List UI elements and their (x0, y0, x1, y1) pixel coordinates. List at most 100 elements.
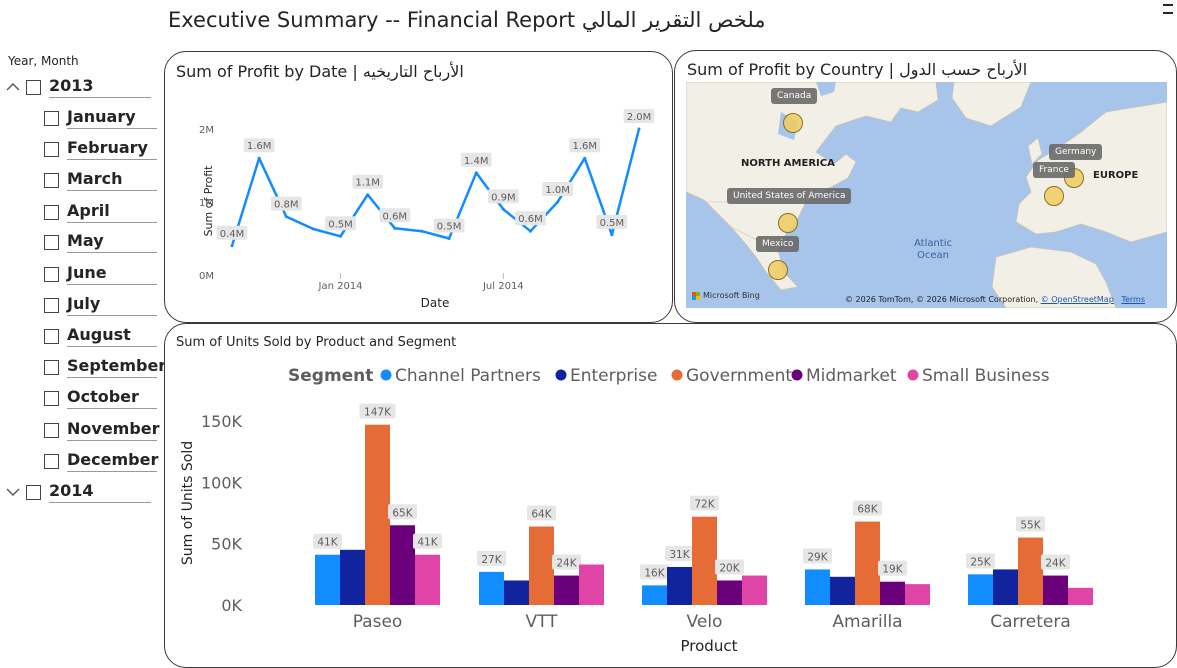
checkbox[interactable] (44, 204, 59, 220)
data-point (474, 171, 478, 175)
slicer-item-may[interactable]: May (44, 229, 157, 255)
slicer-item-january[interactable]: January (44, 105, 157, 131)
map-bing-label: Microsoft Bing (703, 291, 760, 300)
map-credit-link[interactable]: © OpenStreetMap (1040, 295, 1114, 304)
map-bubble-usa[interactable] (778, 213, 798, 233)
data-label: 0.6M (383, 211, 408, 222)
data-label: 0.5M (600, 218, 625, 229)
data-label-bg (388, 504, 417, 520)
data-label-bg (487, 189, 519, 204)
map-ocean-label: Atlantic Ocean (914, 238, 952, 262)
slicer-item-september[interactable]: September (44, 354, 166, 380)
slicer-year-2014[interactable]: 2014 (6, 479, 151, 505)
map-bubble-mexico[interactable] (768, 260, 788, 280)
checkbox[interactable] (44, 172, 59, 188)
data-point (366, 193, 370, 197)
data-label: 147K (364, 407, 392, 419)
slicer-item-november[interactable]: November (44, 417, 160, 443)
data-label-bg (515, 211, 546, 226)
data-label-bg (477, 550, 506, 566)
slicer-item-march[interactable]: March (44, 167, 157, 193)
menu-icon[interactable] (1163, 4, 1173, 14)
slicer-item-april[interactable]: April (44, 199, 157, 225)
units-sold-bar-chart[interactable]: Segment Channel Partners Enterprise Governm… (164, 323, 1177, 662)
data-label: 16K (644, 567, 665, 579)
x-tick-label: VTT (525, 612, 558, 632)
slicer-item-june[interactable]: June (44, 261, 157, 287)
data-label-bg (1016, 516, 1045, 532)
map-terms-link[interactable]: Terms (1121, 295, 1145, 304)
data-label-bg (270, 196, 302, 211)
data-label: 24K (556, 558, 577, 570)
map-tag-usa: United States of America (727, 188, 852, 204)
checkbox[interactable] (44, 110, 59, 126)
legend-item-government: Government (686, 366, 792, 386)
legend-dot (671, 369, 683, 381)
map-ocean-line1: Atlantic (914, 238, 953, 249)
bar (692, 516, 717, 605)
data-label: 0.8M (274, 200, 299, 211)
profit-by-date-title: Sum of Profit by Date | الأرباح التاريخي… (176, 62, 464, 81)
slicer-month-label: February (67, 138, 157, 160)
data-label: 29K (807, 551, 828, 563)
data-point (528, 229, 532, 233)
checkbox[interactable] (44, 266, 59, 282)
map-credits: © 2026 TomTom, © 2026 Microsoft Corporat… (845, 295, 1145, 304)
slicer-month-label: May (67, 231, 157, 253)
checkbox[interactable] (44, 141, 59, 157)
chevron-up-icon[interactable] (6, 80, 20, 94)
data-label: 64K (531, 508, 552, 520)
data-label: 41K (417, 537, 438, 549)
bar (968, 574, 993, 605)
checkbox[interactable] (44, 359, 59, 375)
profit-line-chart[interactable]: Sum of Profit Date 0M 1M 2M Jan 2014 Jul 2014 0… (164, 51, 673, 323)
map-bubble-canada[interactable] (783, 113, 803, 133)
bar (554, 575, 579, 605)
data-label: 1.6M (247, 141, 272, 152)
slicer-item-august[interactable]: August (44, 323, 157, 349)
checkbox[interactable] (26, 484, 41, 500)
checkbox[interactable] (44, 390, 59, 406)
data-point (420, 229, 424, 233)
slicer-month-label: July (67, 294, 157, 316)
checkbox[interactable] (44, 453, 59, 469)
data-label: 31K (669, 549, 690, 561)
bar (830, 576, 855, 605)
data-label-bg (460, 152, 492, 167)
checkbox[interactable] (44, 422, 59, 438)
data-label-bg (596, 214, 628, 229)
profit-by-date-card[interactable] (164, 51, 673, 323)
map-credit-text: © 2026 TomTom, © 2026 Microsoft Corporat… (844, 295, 1041, 304)
data-label-bg (352, 174, 384, 189)
x-axis-title: Date (421, 296, 450, 310)
chevron-down-icon[interactable] (6, 485, 20, 499)
profit-line-series (230, 128, 641, 247)
data-label-bg (359, 403, 396, 419)
page-title: Executive Summary -- Financial Report مل… (168, 8, 766, 32)
map-tag-canada: Canada (771, 88, 818, 104)
units-sold-card[interactable] (164, 323, 1177, 668)
slicer-year-label: 2013 (49, 76, 151, 98)
bar (1043, 575, 1068, 605)
slicer-item-july[interactable]: July (44, 292, 157, 318)
slicer-year-2013[interactable]: 2013 (6, 74, 151, 100)
map-bubble-france[interactable] (1044, 186, 1064, 206)
data-label-bg (715, 559, 744, 575)
data-label-bg (552, 554, 581, 570)
y-tick-label: 1M (199, 198, 214, 209)
bar (642, 585, 667, 605)
checkbox[interactable] (44, 328, 59, 344)
slicer-item-december[interactable]: December (44, 448, 158, 474)
data-label: 0.5M (437, 222, 462, 233)
bar (667, 566, 692, 605)
slicer-item-october[interactable]: October (44, 385, 157, 411)
checkbox[interactable] (44, 234, 59, 250)
data-label-bg (569, 138, 601, 153)
country-map[interactable]: NORTH AMERICA EUROPE Atlantic Ocean Cana… (686, 82, 1167, 308)
data-point (393, 226, 397, 230)
map-tag-mexico: Mexico (756, 236, 800, 252)
checkbox[interactable] (44, 297, 59, 313)
checkbox[interactable] (26, 79, 41, 95)
slicer-item-february[interactable]: February (44, 136, 157, 162)
data-label-bg (433, 218, 465, 233)
